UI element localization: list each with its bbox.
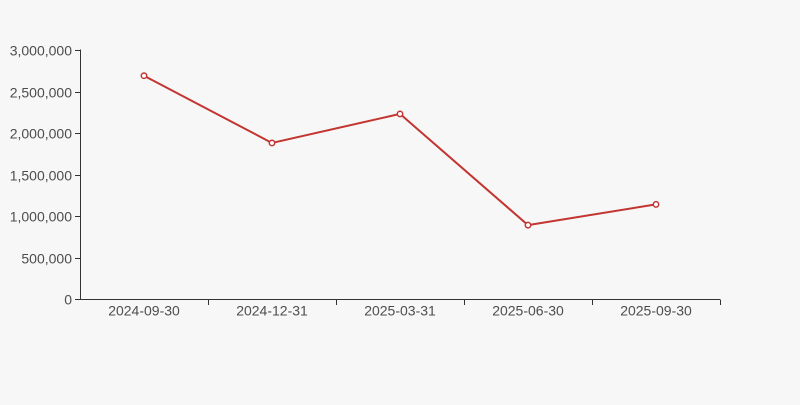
data-point[interactable] <box>268 139 276 147</box>
y-axis-tick-label: 1,500,000 <box>10 168 72 184</box>
data-point[interactable] <box>524 221 532 229</box>
y-axis-tick-label: 1,000,000 <box>10 209 72 225</box>
x-axis-tick-label: 2024-12-31 <box>236 303 308 319</box>
x-axis-tick-label: 2024-09-30 <box>108 303 180 319</box>
y-axis-tick-label: 500,000 <box>21 251 72 267</box>
y-axis-tick-label: 2,500,000 <box>10 85 72 101</box>
x-axis-tick-label: 2025-03-31 <box>364 303 436 319</box>
y-axis-tick-label: 2,000,000 <box>10 126 72 142</box>
x-axis-tick-label: 2025-06-30 <box>492 303 564 319</box>
y-axis-tick-label: 3,000,000 <box>10 43 72 59</box>
data-point[interactable] <box>652 200 660 208</box>
data-point[interactable] <box>140 72 148 80</box>
x-axis-tick-label: 2025-09-30 <box>620 303 692 319</box>
y-axis-tick-label: 0 <box>64 292 72 308</box>
data-point[interactable] <box>396 110 404 118</box>
series-line <box>143 74 657 227</box>
